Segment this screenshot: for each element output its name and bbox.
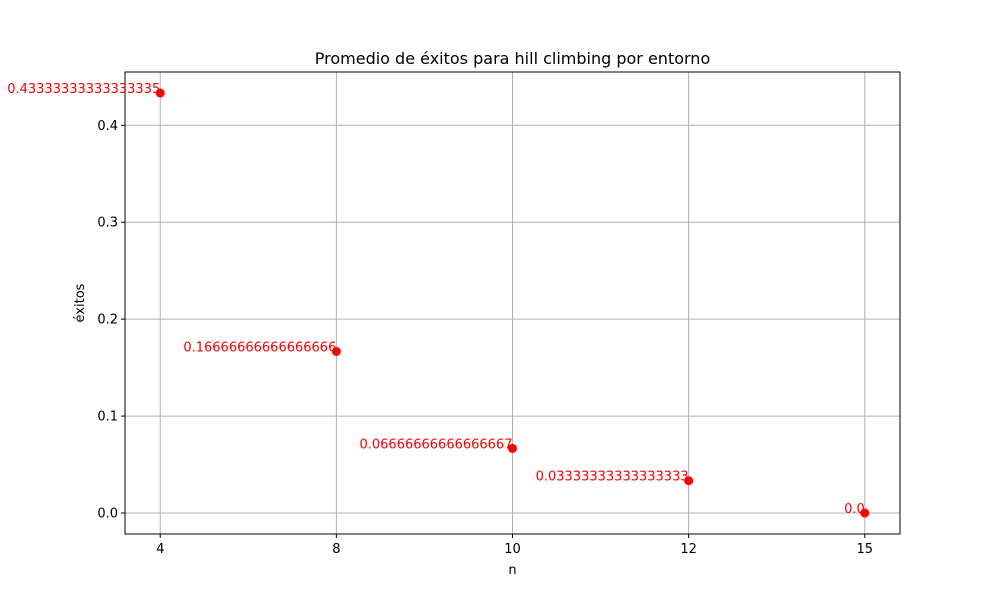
data-point xyxy=(508,443,517,453)
x-tick-label: 15 xyxy=(856,542,873,557)
x-tick-label: 10 xyxy=(504,542,521,557)
y-tick-label: 0.3 xyxy=(97,216,118,231)
plot-area-frame xyxy=(124,71,901,535)
y-axis-label: éxitos xyxy=(73,283,88,322)
x-axis-label: n xyxy=(508,563,516,578)
data-point xyxy=(331,346,341,356)
data-point xyxy=(684,476,694,486)
x-tick-label: 8 xyxy=(332,542,340,557)
data-label: 0.0 xyxy=(844,502,865,517)
data-point xyxy=(155,88,165,98)
data-label: 0.03333333333333333 xyxy=(536,470,689,485)
x-tick-label: 4 xyxy=(156,542,164,557)
data-point xyxy=(860,508,870,518)
y-tick-label: 0.1 xyxy=(97,410,118,425)
axis-ticks: 4 8 10 12 15 0.0 0.1 0.2 0.3 0.4 xyxy=(97,119,873,557)
data-label: 0.16666666666666666 xyxy=(183,340,336,355)
y-tick-label: 0.0 xyxy=(97,506,118,521)
grid-lines xyxy=(125,72,900,534)
data-label: 0.06666666666666667 xyxy=(359,437,512,452)
chart-title: Promedio de éxitos para hill climbing po… xyxy=(315,49,710,68)
x-tick-label: 12 xyxy=(680,542,697,557)
y-tick-label: 0.2 xyxy=(97,313,118,328)
data-points xyxy=(155,88,870,518)
data-label: 0.43333333333333335 xyxy=(7,82,160,97)
data-labels: 0.43333333333333335 0.16666666666666666 0.… xyxy=(7,82,865,517)
y-tick-label: 0.4 xyxy=(97,119,118,134)
